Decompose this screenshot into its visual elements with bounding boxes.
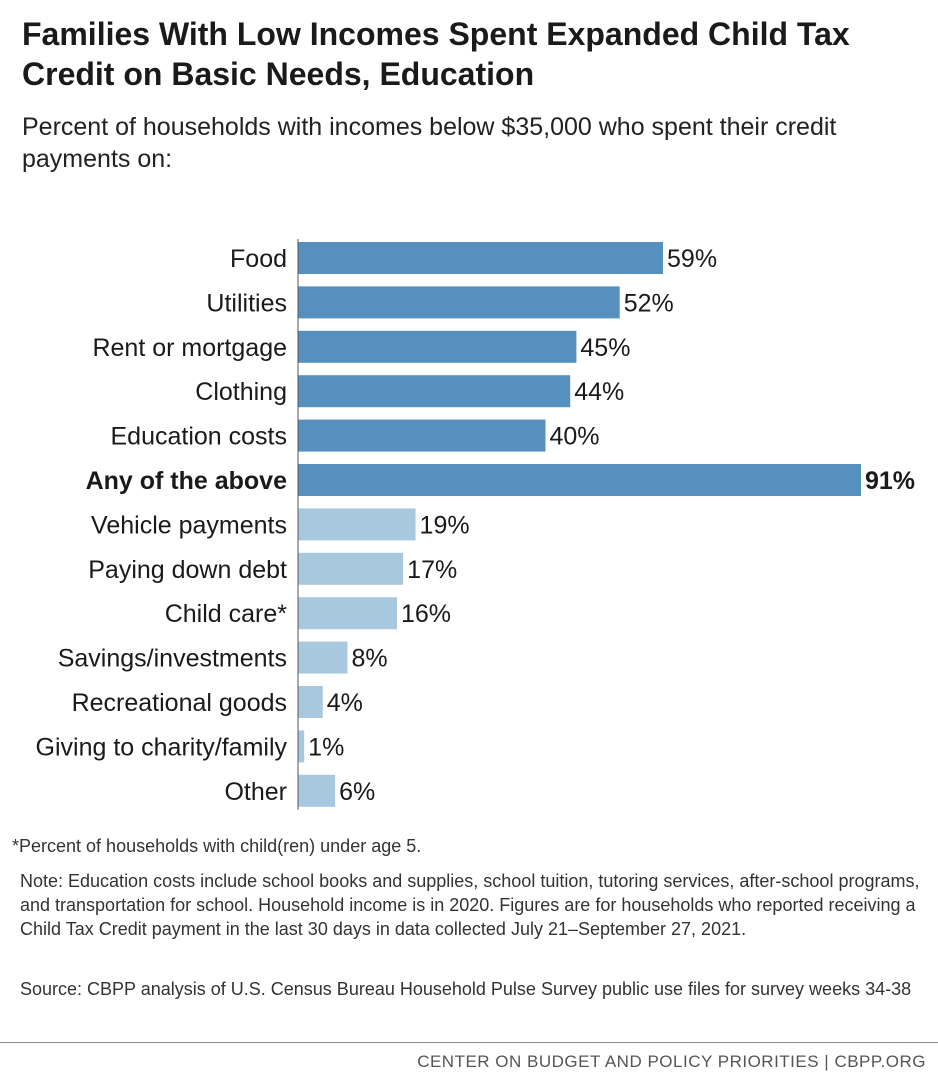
value-label-other: 6% xyxy=(339,778,375,806)
note-text: Note: Education costs include school boo… xyxy=(20,871,920,939)
chart-subtitle: Percent of households with incomes below… xyxy=(22,113,837,173)
category-label-vehicle-payments: Vehicle payments xyxy=(91,511,287,539)
category-label-child-care: Child care* xyxy=(165,600,288,628)
value-label-rent-or-mortgage: 45% xyxy=(580,334,630,362)
bar-rent-or-mortgage xyxy=(298,330,577,363)
category-label-any-of-the-above: Any of the above xyxy=(86,467,288,495)
bar-recreational-goods xyxy=(298,686,323,718)
value-label-food: 59% xyxy=(667,245,717,273)
value-label-child-care: 16% xyxy=(401,600,451,628)
bar-other xyxy=(298,774,336,807)
bar-paying-down-debt xyxy=(298,552,404,585)
bar-utilities xyxy=(298,286,620,319)
value-label-recreational-goods: 4% xyxy=(327,689,363,717)
chart-title: Families With Low Incomes Spent Expanded… xyxy=(22,16,850,92)
value-label-giving-to-charity-family: 1% xyxy=(308,733,344,761)
category-label-savings-investments: Savings/investments xyxy=(58,645,287,673)
category-label-food: Food xyxy=(230,245,287,273)
category-label-utilities: Utilities xyxy=(206,289,287,317)
bar-education-costs xyxy=(298,419,546,452)
value-label-clothing: 44% xyxy=(574,378,624,406)
bar-child-care xyxy=(298,597,397,630)
value-label-utilities: 52% xyxy=(624,289,674,317)
value-label-any-of-the-above: 91% xyxy=(865,467,915,495)
footer-credit: CENTER ON BUDGET AND POLICY PRIORITIES |… xyxy=(417,1052,926,1071)
category-label-clothing: Clothing xyxy=(195,378,287,406)
bar-giving-to-charity-family xyxy=(298,730,305,763)
category-label-other: Other xyxy=(224,778,287,806)
bar-chart: Food 59% Utilities 52% Rent or mortgage 45% Cl… xyxy=(36,239,915,810)
bar-food xyxy=(298,242,664,274)
category-label-rent-or-mortgage: Rent or mortgage xyxy=(92,334,287,362)
category-label-recreational-goods: Recreational goods xyxy=(72,689,287,717)
value-label-education-costs: 40% xyxy=(549,423,599,451)
footer-divider xyxy=(0,1042,938,1043)
value-label-paying-down-debt: 17% xyxy=(407,556,457,584)
category-label-education-costs: Education costs xyxy=(111,423,288,451)
bar-vehicle-payments xyxy=(298,508,416,541)
footnote: *Percent of households with child(ren) u… xyxy=(12,836,422,856)
value-label-savings-investments: 8% xyxy=(351,645,387,673)
category-label-paying-down-debt: Paying down debt xyxy=(88,556,287,584)
category-label-giving-to-charity-family: Giving to charity/family xyxy=(36,733,288,761)
bar-any-of-the-above xyxy=(298,464,861,496)
bar-clothing xyxy=(298,375,571,408)
bar-savings-investments xyxy=(298,641,348,674)
source-text: Source: CBPP analysis of U.S. Census Bur… xyxy=(20,979,912,999)
value-label-vehicle-payments: 19% xyxy=(420,511,470,539)
